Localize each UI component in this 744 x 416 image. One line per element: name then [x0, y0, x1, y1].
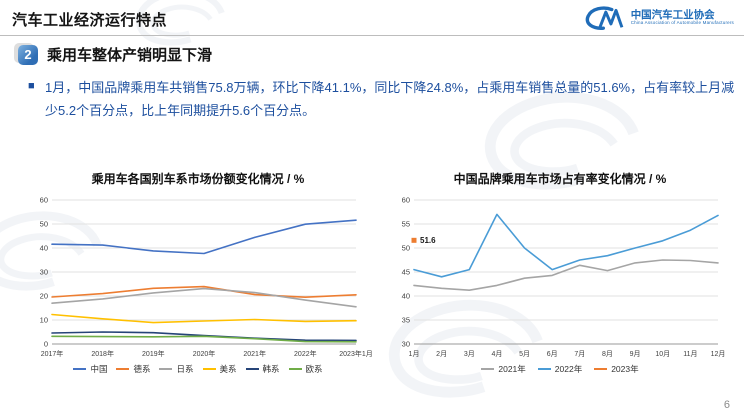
svg-text:55: 55 [402, 220, 410, 229]
svg-text:7月: 7月 [574, 350, 585, 358]
legend-item: 德系 [116, 363, 150, 375]
svg-text:40: 40 [40, 244, 48, 253]
legend-swatch [288, 367, 302, 371]
legend-item: 2021年 [481, 363, 526, 375]
legend-item: 2023年 [594, 363, 639, 375]
market-share-by-origin-chart: 0 10 20 30 40 50 60 2017年 2018年 2019年 2020年 2021年 20… [40, 196, 373, 358]
svg-text:1月: 1月 [409, 350, 420, 358]
logo-org-name-cn: 中国汽车工业协会 [630, 8, 715, 21]
svg-text:45: 45 [402, 268, 410, 277]
legend-swatch [116, 367, 130, 371]
legend-swatch [245, 367, 259, 371]
svg-text:20: 20 [40, 292, 48, 301]
svg-text:11月: 11月 [683, 350, 697, 358]
legend-swatch [159, 367, 173, 371]
svg-text:2023年1月: 2023年1月 [339, 349, 372, 358]
svg-text:3月: 3月 [464, 350, 475, 358]
legend-swatch [594, 367, 608, 371]
section-number-badge: 2 [18, 44, 38, 65]
legend-label: 中国 [90, 364, 108, 374]
legend-item: 2022年 [537, 363, 583, 375]
legend-label: 欧系 [305, 364, 323, 374]
legend-label: 韩系 [262, 364, 280, 374]
legend-label: 2022年 [554, 364, 583, 374]
chart-panel-china-brand-share: 中国品牌乘用车市场占有率变化情况 / % 30 35 40 45 50 55 60 1月 2月 3… [388, 170, 732, 375]
square-bullet-icon: ■ [28, 80, 35, 92]
legend-label: 2023年 [611, 364, 639, 374]
svg-text:0: 0 [44, 340, 48, 349]
svg-text:2019年: 2019年 [142, 349, 165, 358]
china-brand-share-chart: 30 35 40 45 50 55 60 1月 2月 3月 4月 5月 6月 7月 8月 9月 10月 11月 12… [402, 196, 726, 358]
page-title: 汽车工业经济运行特点 [12, 12, 168, 29]
svg-text:2022年: 2022年 [294, 349, 317, 358]
caam-logo-mark-icon [585, 6, 624, 30]
body-text: 1月，中国品牌乘用车共销售75.8万辆，环比下降41.1%，同比下降24.8%，… [45, 80, 735, 119]
svg-text:40: 40 [402, 292, 410, 301]
chart-title-china-brand-share: 中国品牌乘用车市场占有率变化情况 / % [453, 172, 667, 186]
legend-label: 日系 [176, 364, 194, 374]
body-paragraph: ■ 1月，中国品牌乘用车共销售75.8万辆，环比下降41.1%，同比下降24.8… [28, 76, 744, 123]
svg-text:10: 10 [40, 316, 48, 325]
china-brand-share-legend: 2021年 2022年 2023年 [481, 363, 639, 375]
legend-label: 美系 [219, 364, 237, 374]
svg-text:10月: 10月 [655, 350, 670, 358]
origin-share-legend: 中国 德系 日系 美系 韩系 欧系 [73, 363, 323, 375]
svg-text:12月: 12月 [711, 350, 726, 358]
legend-item: 韩系 [245, 363, 280, 375]
chart-title-origin-share: 乘用车各国别车系市场份额变化情况 / % [91, 172, 305, 186]
legend-label: 德系 [133, 364, 151, 374]
section-title: 乘用车整体产销明显下滑 [47, 47, 213, 64]
svg-text:4月: 4月 [491, 350, 502, 358]
svg-text:2020年: 2020年 [193, 349, 216, 358]
svg-text:2018年: 2018年 [91, 349, 114, 358]
legend-item: 欧系 [288, 363, 323, 375]
legend-item: 中国 [73, 363, 107, 375]
svg-text:9月: 9月 [630, 350, 641, 358]
svg-text:2月: 2月 [436, 350, 447, 358]
caam-logo: 中国汽车工业协会 China Association of Automobile… [583, 4, 734, 32]
svg-text:51.6: 51.6 [420, 236, 436, 245]
logo-org-name-en: China Association of Automobile Manufact… [630, 20, 734, 26]
svg-text:2021年: 2021年 [243, 349, 266, 358]
legend-swatch [73, 367, 87, 371]
svg-text:2017年: 2017年 [41, 349, 64, 358]
svg-text:5月: 5月 [519, 350, 530, 358]
svg-text:60: 60 [40, 196, 48, 205]
svg-text:30: 30 [402, 340, 410, 349]
svg-text:8月: 8月 [602, 350, 613, 358]
legend-swatch [481, 367, 495, 371]
page-number: 6 [723, 399, 730, 411]
header-divider [0, 35, 744, 36]
charts-row: 乘用车各国别车系市场份额变化情况 / % 0 10 20 30 40 50 60 2017年 2… [26, 170, 732, 375]
legend-label: 2021年 [498, 364, 526, 374]
chart-panel-origin-share: 乘用车各国别车系市场份额变化情况 / % 0 10 20 30 40 50 60 2017年 2… [26, 170, 373, 375]
svg-text:50: 50 [40, 220, 48, 229]
svg-text:30: 30 [40, 268, 48, 277]
svg-text:60: 60 [402, 196, 410, 205]
section-heading: 2 乘用车整体产销明显下滑 [18, 44, 212, 65]
svg-text:6月: 6月 [547, 350, 558, 358]
svg-text:35: 35 [402, 316, 410, 325]
legend-item: 美系 [202, 363, 237, 375]
legend-swatch [202, 367, 216, 371]
legend-item: 日系 [159, 363, 194, 375]
legend-swatch [537, 367, 551, 371]
svg-text:50: 50 [402, 244, 410, 253]
